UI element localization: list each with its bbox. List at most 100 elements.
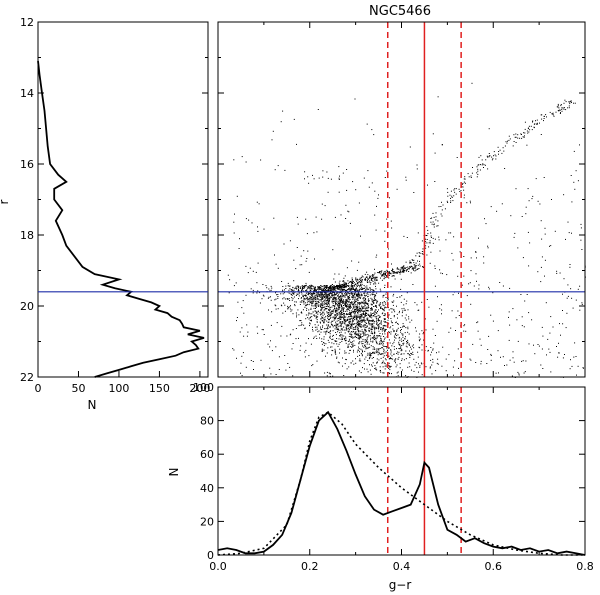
cmd-point: [393, 309, 395, 311]
cmd-point: [354, 328, 356, 330]
cmd-point: [365, 279, 366, 281]
cmd-point: [365, 334, 367, 336]
cmd-point: [358, 325, 360, 327]
cmd-point: [303, 294, 305, 296]
cmd-point: [318, 330, 320, 332]
cmd-point: [385, 272, 386, 274]
cmd-point: [499, 149, 501, 151]
cmd-point: [370, 355, 372, 357]
cmd-point: [376, 319, 378, 321]
cmd-point: [432, 133, 434, 135]
cmd-point: [441, 309, 443, 311]
cmd-point: [350, 331, 352, 332]
cmd-point: [338, 286, 339, 288]
cmd-point: [330, 289, 332, 291]
cmd-point: [303, 297, 305, 299]
cmd-point: [355, 323, 357, 325]
cmd-point: [362, 279, 363, 281]
cmd-point: [362, 343, 364, 345]
cmd-point: [434, 152, 436, 154]
cmd-point: [432, 361, 434, 363]
cmd-point: [390, 358, 391, 360]
cmd-point: [359, 330, 361, 332]
cmd-point: [542, 368, 544, 369]
cmd-point: [384, 368, 386, 370]
cmd-point: [373, 322, 375, 324]
cmd-point: [280, 121, 282, 123]
cmd-point: [350, 292, 352, 294]
cmd-point: [362, 325, 364, 327]
cmd-point: [311, 313, 313, 315]
cmd-point: [248, 219, 250, 221]
cmd-point: [373, 296, 375, 298]
cmd-point: [233, 232, 235, 234]
cmd-point: [380, 339, 382, 341]
cmd-point: [335, 286, 337, 287]
cmd-point: [406, 292, 408, 294]
cmd-point: [354, 344, 356, 346]
cmd-point: [356, 310, 358, 312]
cmd-point: [364, 358, 366, 360]
cmd-point: [352, 341, 353, 343]
cmd-point: [334, 318, 335, 320]
cmd-point: [531, 319, 533, 321]
cmd-point: [353, 310, 355, 312]
cmd-point: [300, 320, 302, 322]
cmd-point: [351, 322, 353, 324]
cmd-point: [384, 315, 386, 317]
cmd-point: [548, 348, 550, 350]
cmd-point: [385, 325, 387, 327]
cmd-point: [384, 318, 386, 320]
cmd-point: [323, 290, 325, 292]
cmd-point: [336, 303, 338, 305]
cmd-point: [389, 332, 391, 334]
cmd-point: [285, 285, 287, 287]
cmd-point: [319, 321, 321, 323]
cmd-point: [350, 293, 352, 295]
cmd-point: [571, 201, 573, 203]
cmd-point: [504, 145, 506, 147]
cmd-point: [357, 295, 359, 297]
cmd-point: [338, 343, 340, 345]
cmd-point: [316, 296, 318, 298]
lf-x-axis-label: N: [88, 398, 97, 412]
cmd-point: [324, 300, 326, 302]
cmd-point: [347, 292, 349, 294]
cmd-point: [402, 343, 404, 345]
cmd-point: [281, 305, 283, 307]
cmd-point: [405, 303, 407, 305]
cmd-point: [388, 309, 390, 311]
cmd-point: [361, 310, 363, 312]
cmd-point: [360, 325, 362, 327]
cmd-point: [522, 136, 524, 138]
cmd-point: [346, 267, 348, 269]
cmd-point: [382, 296, 384, 298]
cmd-point: [498, 151, 500, 152]
cmd-point: [332, 312, 334, 314]
cmd-point: [321, 302, 323, 304]
cmd-point: [374, 190, 376, 192]
cmd-point: [397, 323, 399, 324]
cmd-point: [339, 352, 340, 354]
cmd-point: [322, 317, 323, 319]
cmd-point: [329, 297, 330, 299]
cmd-point: [313, 307, 315, 309]
cmd-point: [326, 287, 328, 289]
cmd-point: [363, 346, 365, 348]
cmd-point: [358, 296, 360, 298]
cmd-point: [327, 347, 329, 349]
cmd-point: [353, 318, 354, 319]
cmd-point: [353, 301, 355, 303]
cmd-point: [329, 298, 331, 300]
cmd-point: [497, 330, 499, 332]
cmd-point: [550, 245, 552, 247]
cmd-point: [320, 331, 322, 333]
cmd-point: [359, 288, 361, 290]
cmd-point: [373, 351, 375, 353]
cmd-point: [350, 327, 352, 329]
cmd-point: [342, 307, 343, 309]
cmd-point: [341, 334, 343, 336]
cmd-point: [547, 338, 549, 340]
cmd-point: [354, 335, 356, 337]
cmd-point: [457, 348, 459, 350]
